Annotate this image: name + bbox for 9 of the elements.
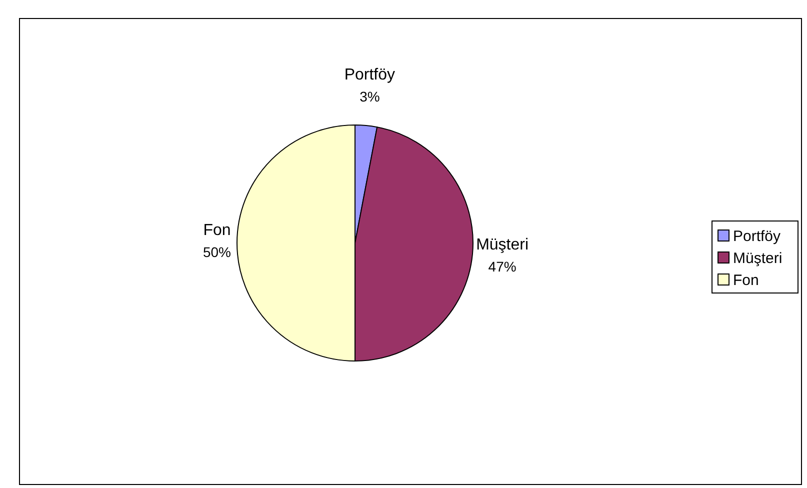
data-label: 47% <box>488 258 516 275</box>
slice-label: Portföy <box>344 66 396 84</box>
data-label: 3% <box>360 88 380 105</box>
slice-label: Müşteri <box>476 236 529 254</box>
data-label: 50% <box>202 244 232 260</box>
slice-label: Fon <box>203 222 231 239</box>
legend-label: Müşteri <box>733 250 782 267</box>
legend-label: Fon <box>733 272 759 289</box>
legend-label: Portföy <box>733 228 782 245</box>
